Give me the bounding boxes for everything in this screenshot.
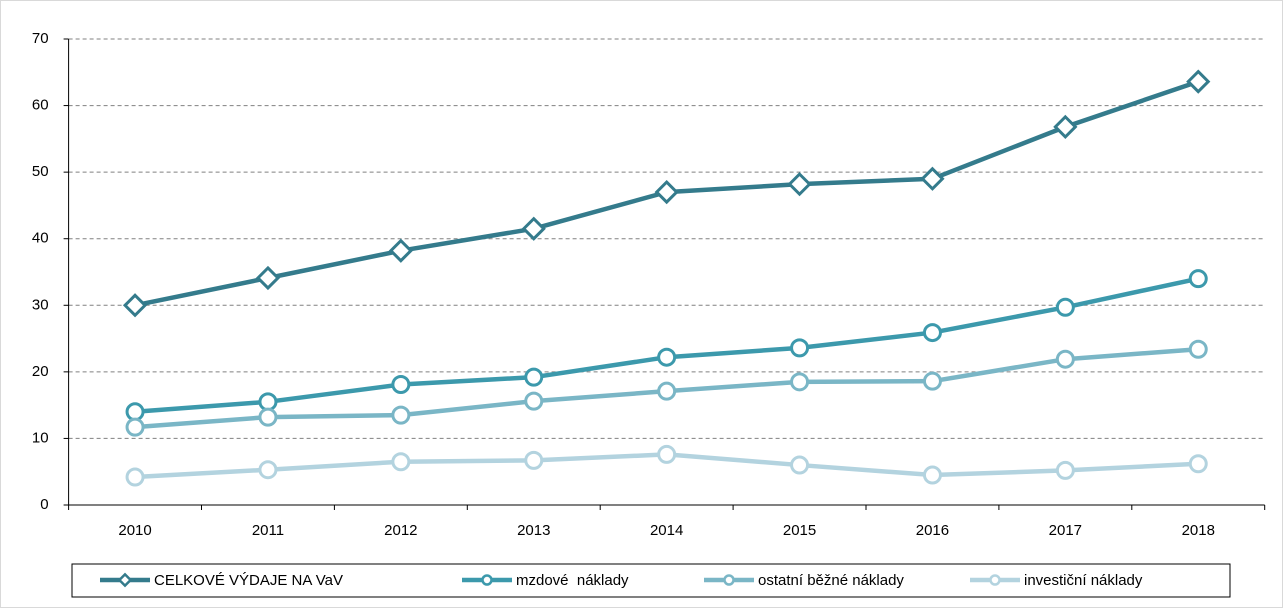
x-tick-label: 2015 [783,522,816,539]
data-point [391,452,411,472]
data-point [922,465,942,485]
legend-box [71,563,1231,598]
data-point [258,460,278,480]
y-tick-label: 0 [40,496,48,513]
y-tick-label: 40 [32,230,49,247]
x-tick-label: 2017 [1049,522,1082,539]
y-tick-label: 10 [32,429,49,446]
data-point [125,417,145,437]
data-point [388,238,413,263]
x-tick-label: 2013 [517,522,550,539]
x-tick-label: 2014 [650,522,683,539]
data-point [258,407,278,427]
data-point [790,455,810,475]
y-tick-label: 30 [32,296,49,313]
data-point [391,375,411,395]
x-tick-label: 2012 [384,522,417,539]
legend-label: investiční náklady [1024,572,1143,589]
legend-label: CELKOVÉ VÝDAJE NA VaV [154,572,343,589]
legend-marker [723,574,735,586]
data-point [391,405,411,425]
data-point [255,265,281,291]
legend-marker [117,572,133,588]
x-tick-label: 2016 [916,522,949,539]
data-point [1188,339,1208,359]
x-tick-label: 2011 [252,522,284,539]
data-point [657,381,677,401]
data-point [922,371,942,391]
legend-label: ostatní běžné náklady [758,572,904,589]
data-point [521,216,546,241]
y-tick-label: 20 [32,363,49,380]
data-point [524,391,544,411]
data-point [122,293,148,318]
legend-label: mzdové náklady [516,572,629,589]
data-point [787,172,812,197]
x-tick-label: 2018 [1182,522,1215,539]
data-point [1053,114,1078,139]
data-point [790,372,810,392]
x-tick-label: 2010 [118,522,151,539]
data-point [125,467,145,487]
legend-marker [481,574,493,586]
data-point [1055,349,1075,369]
data-point [1188,269,1208,289]
y-tick-label: 60 [32,97,49,114]
data-point [258,392,278,412]
data-point [1055,297,1075,317]
data-point [920,166,945,191]
y-tick-label: 70 [32,30,49,47]
legend-marker [989,574,1001,586]
data-point [654,179,679,205]
data-point [1186,69,1211,94]
y-tick-label: 50 [32,163,49,180]
data-point [125,402,145,422]
data-point [657,347,677,367]
data-point [524,367,544,387]
data-point [1055,460,1075,480]
data-point [922,323,942,343]
data-point [657,444,677,464]
data-point [790,338,810,358]
data-point [524,450,544,470]
data-point [1188,454,1208,474]
